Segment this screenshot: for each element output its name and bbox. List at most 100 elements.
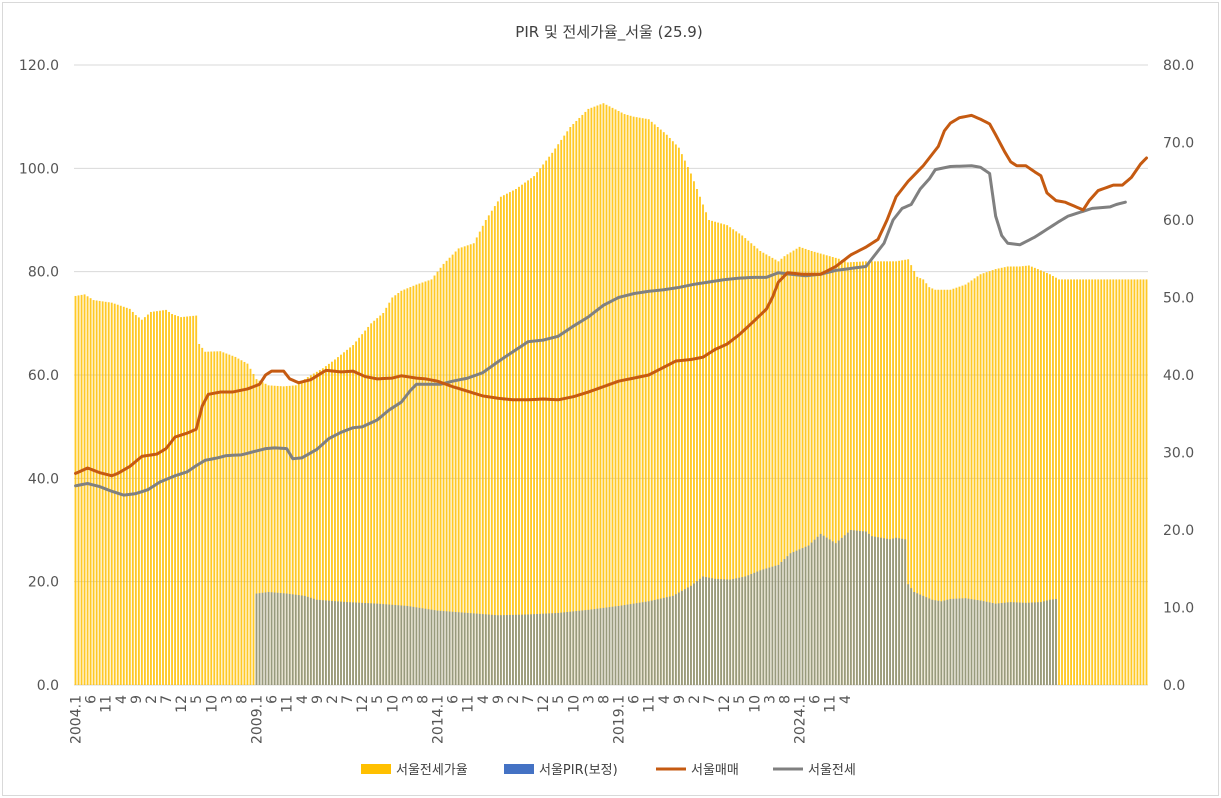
bar-jeonse-ratio (620, 112, 623, 685)
bar-pir (650, 600, 653, 685)
bar-pir (303, 595, 306, 686)
bar-jeonse-ratio (1103, 279, 1106, 685)
bar-pir (919, 594, 922, 685)
bar-jeonse-ratio (521, 184, 523, 685)
bar-jeonse-ratio (683, 160, 686, 685)
y-right-tick-label: 40.0 (1163, 368, 1194, 384)
bar-jeonse-ratio (1106, 279, 1109, 685)
bar-pir (780, 561, 783, 685)
bar-pir (858, 530, 861, 685)
bar-pir (563, 612, 566, 685)
bar-jeonse-ratio (1130, 279, 1133, 685)
bar-jeonse-ratio (297, 383, 300, 685)
x-tick-label: 11 (642, 695, 658, 713)
line-series-jeonse-price (74, 164, 1127, 497)
bar-pir (472, 613, 475, 685)
bar-jeonse-ratio (143, 317, 146, 685)
bar-pir (578, 610, 581, 685)
bar-pir (659, 598, 662, 685)
bar-pir (394, 605, 397, 685)
left-axis: 0.0 20.0 40.0 60.0 80.0 100.0 120.0 (19, 58, 59, 694)
bar-jeonse-ratio (548, 156, 551, 685)
bar-jeonse-ratio (656, 127, 659, 685)
bar-pir (367, 603, 370, 685)
x-tick-label: 5 (189, 695, 205, 704)
bar-pir (1055, 598, 1057, 685)
bar-pir (647, 601, 650, 685)
bar-jeonse-ratio (1052, 275, 1054, 685)
bar-jeonse-ratio (810, 251, 813, 685)
bar-jeonse-ratio (92, 300, 95, 685)
x-tick-label: 2 (144, 695, 160, 704)
bar-jeonse-ratio (261, 382, 264, 685)
bar-jeonse-ratio (162, 310, 164, 685)
bar-pir (880, 537, 882, 685)
bar-pir (460, 612, 463, 685)
bar-pir (1052, 599, 1054, 685)
bar-jeonse-ratio (895, 261, 898, 685)
bar-pir (910, 588, 913, 686)
bar-jeonse-ratio (110, 302, 113, 685)
bar-jeonse-ratio (560, 139, 563, 686)
bar-pir (1024, 602, 1027, 685)
bar-jeonse-ratio (83, 294, 86, 685)
bar-jeonse-ratio (539, 168, 542, 685)
bar-jeonse-ratio (439, 267, 442, 685)
bar-pir (861, 531, 864, 685)
bar-jeonse-ratio (412, 285, 415, 685)
bar-jeonse-ratio (1018, 266, 1021, 685)
bar-pir (931, 599, 934, 685)
bar-jeonse-ratio (1049, 274, 1051, 685)
bar-pir (566, 612, 569, 685)
bar-jeonse-ratio (364, 330, 367, 685)
bar-pir (997, 603, 1000, 685)
bar-pir (849, 530, 852, 685)
bar-pir (690, 585, 692, 685)
bar-pir (901, 538, 904, 685)
bar-jeonse-ratio (101, 301, 104, 686)
bar-jeonse-ratio (282, 386, 285, 685)
bar-pir (940, 601, 943, 685)
bar-pir (527, 614, 529, 685)
bar-pir (774, 565, 777, 685)
bar-pir (708, 577, 710, 685)
bar-jeonse-ratio (602, 103, 605, 686)
bar-jeonse-ratio (925, 283, 928, 685)
bar-jeonse-ratio (596, 105, 599, 685)
x-tick-label: 6 (627, 695, 643, 704)
bar-pir (276, 592, 279, 685)
bar-pir (864, 531, 867, 685)
bar-jeonse-ratio (1100, 279, 1103, 685)
bar-jeonse-ratio (234, 356, 237, 685)
bar-jeonse-ratio (315, 371, 318, 685)
bar-jeonse-ratio (264, 383, 267, 685)
chart-title: PIR 및 전세가율_서울 (25.9) (515, 23, 702, 42)
bar-jeonse-ratio (303, 379, 306, 685)
bar-jeonse-ratio (831, 257, 834, 685)
bar-jeonse-ratio (228, 354, 231, 685)
bar-pir (255, 593, 258, 685)
bar-pir (741, 577, 744, 685)
bar-jeonse-ratio (883, 261, 885, 685)
bar-jeonse-ratio (146, 314, 149, 685)
bar-pir (557, 612, 560, 685)
bar-jeonse-ratio (674, 144, 677, 685)
bar-jeonse-ratio (255, 379, 258, 685)
bar-pir (976, 600, 979, 685)
bar-jeonse-ratio (478, 231, 481, 686)
bar-jeonse-ratio (952, 288, 955, 685)
bar-jeonse-ratio (487, 215, 490, 685)
bar-pir (324, 600, 327, 685)
bar-pir (702, 576, 704, 685)
bar-jeonse-ratio (349, 347, 351, 685)
x-tick-label: 11 (823, 695, 839, 713)
x-tick-label: 2 (325, 695, 341, 704)
bar-jeonse-ratio (448, 257, 451, 685)
bar-jeonse-ratio (680, 154, 683, 686)
legend-swatch (504, 764, 534, 774)
y-left-tick-label: 60.0 (28, 368, 59, 384)
bar-jeonse-ratio (424, 281, 427, 685)
bar-pir (871, 536, 873, 685)
bar-jeonse-ratio (80, 294, 83, 685)
